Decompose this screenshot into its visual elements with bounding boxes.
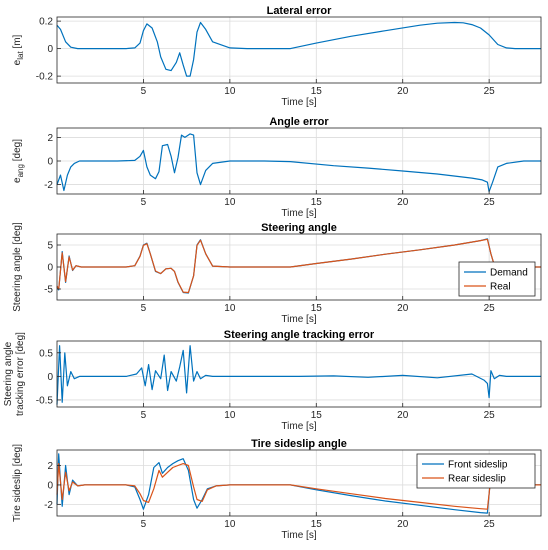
x-axis-label: Time [s]	[281, 208, 316, 219]
legend-entry: Real	[490, 282, 511, 293]
chart-panel: 5 10 15 20 25 -2 0 2 Angle error Time [s] eang [de…	[12, 116, 542, 219]
legend-box	[416, 453, 536, 489]
y-axis-label-subscript: ang	[16, 164, 25, 177]
y-axis-label-unit: [m]	[12, 34, 23, 51]
chart-title: Steering angle tracking error	[224, 329, 375, 341]
y-axis-label-subscript: lat	[16, 51, 25, 60]
y-axis-label-line2: tracking error [deg]	[15, 332, 26, 416]
y-tick-label: 0	[47, 44, 53, 55]
x-tick-label: 20	[397, 410, 409, 421]
legend: Front sideslip Rear sideslip	[416, 453, 536, 489]
y-tick-label: 5	[47, 241, 53, 252]
y-axis-label-symbol: e	[12, 59, 23, 65]
x-tick-label: 10	[224, 303, 236, 314]
legend-entry: Demand	[490, 268, 528, 279]
x-axis-label: Time [s]	[281, 314, 316, 325]
x-tick-label: 20	[397, 519, 409, 530]
plot-area	[57, 341, 541, 407]
legend-entry: Rear sideslip	[448, 474, 506, 485]
x-tick-label: 15	[311, 86, 323, 97]
x-tick-label: 25	[484, 410, 496, 421]
y-tick-label: 0	[47, 263, 53, 274]
y-tick-label: 2	[47, 133, 53, 144]
series-line	[56, 345, 541, 405]
series-line	[56, 21, 541, 77]
legend-entry: Front sideslip	[448, 460, 508, 471]
x-tick-label: 5	[141, 410, 147, 421]
y-axis-label-unit: [deg]	[12, 139, 23, 164]
x-tick-label: 20	[397, 197, 409, 208]
x-tick-label: 20	[397, 303, 409, 314]
y-tick-label: -2	[44, 500, 53, 511]
y-tick-label: 0	[47, 480, 53, 491]
chart-title: Steering angle	[261, 222, 337, 234]
y-axis-label: Steering angle	[3, 341, 14, 406]
x-tick-label: 10	[224, 86, 236, 97]
series-line	[56, 463, 541, 510]
x-tick-label: 15	[311, 303, 323, 314]
plot-area	[57, 17, 541, 83]
x-tick-label: 5	[141, 197, 147, 208]
x-tick-label: 10	[224, 410, 236, 421]
x-tick-label: 15	[311, 197, 323, 208]
y-tick-label: -2	[44, 180, 53, 191]
y-tick-label: 0.2	[39, 17, 53, 28]
x-tick-label: 5	[141, 86, 147, 97]
y-tick-label: -0.2	[36, 72, 54, 83]
y-tick-label: -5	[44, 285, 53, 296]
x-tick-label: 15	[311, 519, 323, 530]
legend-box	[458, 261, 536, 297]
chart-panel: 5 10 15 20 25 -2 0 2 Tire sideslip angle Time [s]…	[12, 438, 542, 541]
axes-box	[56, 340, 542, 408]
x-tick-label: 10	[224, 197, 236, 208]
chart-panel: 5 10 15 20 25 -0.2 0 0.2 Lateral error Time [s] el…	[12, 5, 542, 108]
x-tick-label: 5	[141, 519, 147, 530]
x-axis-label: Time [s]	[281, 97, 316, 108]
chart-title: Lateral error	[267, 5, 333, 17]
y-axis-label: elat [m]	[12, 34, 25, 65]
x-tick-label: 10	[224, 519, 236, 530]
x-tick-label: 5	[141, 303, 147, 314]
y-tick-label: 0	[47, 372, 53, 383]
y-tick-label: 2	[47, 461, 53, 472]
series-line	[56, 238, 541, 294]
chart-panel: 5 10 15 20 25 -0.5 0 0.5 Steering angle tracking…	[3, 329, 542, 432]
x-tick-label: 25	[484, 197, 496, 208]
x-axis-label: Time [s]	[281, 421, 316, 432]
x-axis-label: Time [s]	[281, 530, 316, 541]
axes-box	[56, 449, 542, 517]
x-tick-label: 25	[484, 86, 496, 97]
chart-title: Tire sideslip angle	[251, 438, 347, 450]
x-tick-label: 25	[484, 303, 496, 314]
y-tick-label: 0.5	[39, 348, 53, 359]
x-tick-label: 15	[311, 410, 323, 421]
chart-panel: 5 10 15 20 25 -5 0 5 Steering angle Time [s] Steer…	[12, 222, 542, 325]
chart-title: Angle error	[269, 116, 329, 128]
legend: Demand Real	[458, 261, 536, 297]
y-axis-label: eang [deg]	[12, 139, 25, 183]
y-tick-label: -0.5	[36, 395, 54, 406]
axes-box	[56, 16, 542, 84]
y-axis-label: Tire sideslip [deg]	[12, 444, 23, 522]
series-line	[56, 133, 541, 193]
y-axis-label-symbol: e	[12, 177, 23, 183]
y-tick-label: 0	[47, 157, 53, 168]
y-axis-label: Steering angle [deg]	[12, 222, 23, 312]
x-tick-label: 25	[484, 519, 496, 530]
x-tick-label: 20	[397, 86, 409, 97]
